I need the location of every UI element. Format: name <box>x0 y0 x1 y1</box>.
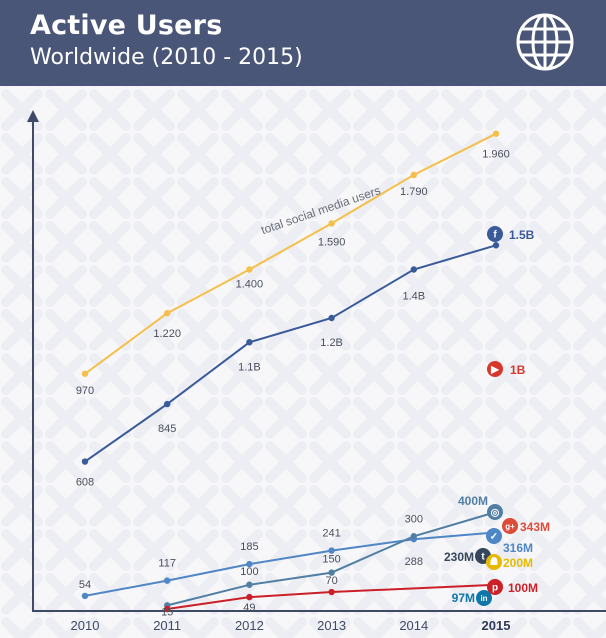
data-point <box>164 605 171 613</box>
icon-bg <box>487 504 503 520</box>
icon-bg <box>487 579 503 595</box>
data-label: 117 <box>158 558 176 570</box>
end-label: 400M <box>458 494 488 508</box>
icon-bg <box>476 590 492 606</box>
data-point <box>328 314 335 322</box>
snapchat-icon <box>486 554 502 570</box>
globe-icon <box>516 13 574 71</box>
linkedin-icon: in <box>476 590 492 606</box>
data-label: 1.400 <box>236 279 264 291</box>
data-point <box>246 339 253 346</box>
data-label: 1.220 <box>153 328 181 340</box>
icon-bg <box>486 528 502 544</box>
data-point <box>164 577 171 584</box>
series-line <box>84 132 497 375</box>
x-tick-label: 2011 <box>153 618 181 633</box>
data-point <box>164 309 171 317</box>
data-label: 1.4B <box>402 291 425 303</box>
end-label: 316M <box>503 541 533 555</box>
data-point <box>410 533 417 540</box>
data-point <box>81 370 89 377</box>
x-tick-label: 2010 <box>71 618 100 633</box>
data-label: 1.2B <box>320 337 343 349</box>
icon-glyph: t <box>481 552 485 563</box>
data-point <box>410 171 417 179</box>
data-point <box>81 458 89 465</box>
data-label: 1.590 <box>318 236 346 248</box>
line-chart: 2010 2011 2012 2013 2014 2015 f ✓ ◎ p ▶ g+ t in 970 1… <box>0 86 606 638</box>
data-label: 288 <box>405 556 423 568</box>
icon-glyph: f <box>493 230 497 241</box>
data-point <box>328 547 335 554</box>
data-label: 49 <box>243 602 255 614</box>
end-label: 97M <box>452 591 475 605</box>
end-label: 100M <box>508 581 538 595</box>
end-label: 1B <box>510 363 526 377</box>
icon-glyph: ◎ <box>491 508 500 519</box>
data-label: 241 <box>322 528 340 540</box>
icon-glyph: ▶ <box>490 365 500 376</box>
data-label: 1.1B <box>238 361 261 373</box>
data-point <box>164 400 171 408</box>
data-label: 1.790 <box>400 186 428 198</box>
icon-glyph: ✓ <box>490 532 498 543</box>
instagram-icon: ◎ <box>487 504 503 520</box>
x-tick-label: 2015 <box>482 618 511 633</box>
icon-bg <box>487 226 503 242</box>
series-line <box>84 244 497 463</box>
data-label: 300 <box>405 513 423 525</box>
data-label: 608 <box>76 477 94 489</box>
header-banner: Active Users Worldwide (2010 - 2015) <box>0 0 606 86</box>
series-line <box>167 583 497 610</box>
data-point <box>410 266 417 273</box>
end-label: 200M <box>503 556 533 570</box>
twitter-icon: ✓ <box>486 528 502 544</box>
data-label: 70 <box>325 575 337 587</box>
data-label: 1.960 <box>482 149 510 161</box>
data-point <box>492 130 500 137</box>
end-label: 1.5B <box>509 228 535 242</box>
series-line <box>84 531 497 597</box>
x-tick-label: 2013 <box>317 618 346 633</box>
icon-glyph: g+ <box>505 522 515 531</box>
facebook-icon: f <box>487 226 503 242</box>
data-label: 54 <box>79 579 91 591</box>
data-label: 970 <box>76 385 94 397</box>
icon-glyph <box>490 557 498 565</box>
chart-area: 2010 2011 2012 2013 2014 2015 f ✓ ◎ p ▶ g+ t in 970 1… <box>0 86 606 638</box>
y-axis-arrow <box>27 110 39 122</box>
pinterest-icon: p <box>487 579 503 595</box>
icon-glyph: in <box>480 594 487 603</box>
data-point <box>492 242 500 249</box>
data-label: 845 <box>158 423 176 435</box>
youtube-icon: ▶ <box>487 361 503 377</box>
icon-glyph: p <box>492 583 498 594</box>
google-plus-icon: g+ <box>502 518 518 534</box>
data-point <box>246 560 253 568</box>
data-point <box>328 588 335 596</box>
data-point <box>246 593 253 601</box>
data-point <box>328 220 335 227</box>
x-tick-label: 2012 <box>235 618 264 633</box>
data-label: 100 <box>240 566 258 578</box>
x-tick-label: 2014 <box>399 618 428 633</box>
icon-bg <box>502 518 518 534</box>
data-label: 185 <box>240 541 258 553</box>
end-label: 343M <box>520 520 550 534</box>
data-label: 150 <box>322 554 340 566</box>
data-point <box>328 569 335 576</box>
chart-title: Active Users <box>30 10 223 41</box>
data-point <box>81 592 89 600</box>
chart-subtitle: Worldwide (2010 - 2015) <box>30 45 303 70</box>
data-label: 15 <box>161 606 173 618</box>
end-label: 230M <box>444 550 474 564</box>
data-point <box>246 266 253 273</box>
icon-bg <box>487 361 503 377</box>
data-point <box>246 581 253 588</box>
